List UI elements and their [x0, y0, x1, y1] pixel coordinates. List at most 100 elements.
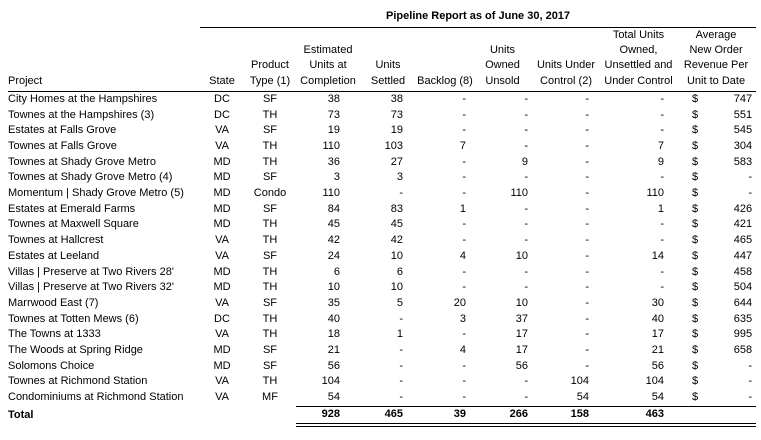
project-name: Condominiums at Richmond Station [8, 391, 184, 404]
estimated-units-value: 84 [327, 202, 340, 215]
pipeline-table: Pipeline Report as of June 30, 2017 Proj… [8, 3, 757, 427]
estimated-units-value: 54 [327, 391, 340, 404]
dollar-sign: $ [692, 344, 699, 357]
revenue-value: 421 [733, 218, 753, 231]
state-value: VA [215, 328, 229, 341]
column-header-units-owned-unsold: Units Owned Unsold [474, 27, 531, 92]
project-name: Solomons Choice [8, 359, 95, 372]
dollar-sign: $ [692, 296, 699, 309]
state-value: DC [214, 108, 230, 121]
table-row: The Woods at Spring Ridge MD SF 21 - 4 1… [8, 343, 756, 359]
project-name: Townes at Shady Grove Metro (4) [8, 171, 173, 184]
column-header-backlog: Backlog (8) [416, 27, 474, 92]
dollar-sign: $ [692, 234, 699, 247]
column-header-units-settled: Units Settled [360, 27, 416, 92]
units-settled-value: - [399, 187, 403, 200]
dollar-sign: $ [692, 108, 699, 121]
backlog-value: - [462, 234, 466, 247]
units-under-control-value: 104 [570, 375, 589, 388]
avg-revenue-cell: $421 [676, 217, 756, 233]
state-value: VA [215, 139, 229, 152]
backlog-value: - [462, 108, 466, 121]
dollar-sign: $ [692, 359, 699, 372]
total-units-value: - [660, 218, 664, 231]
revenue-value: 465 [733, 234, 753, 247]
table-row: Villas | Preserve at Two Rivers 32' MD T… [8, 280, 756, 296]
state-value: MD [213, 218, 231, 231]
project-name: Estates at Emerald Farms [8, 202, 136, 215]
units-under-control-value: - [585, 218, 589, 231]
revenue-value: 658 [733, 344, 753, 357]
avg-revenue-cell: $995 [676, 327, 756, 343]
product-type-value: Condo [253, 187, 287, 200]
dollar-sign: $ [692, 312, 699, 325]
avg-revenue-cell: $583 [676, 155, 756, 171]
backlog-value: 1 [459, 202, 466, 215]
units-owned-unsold-value: 17 [515, 328, 528, 341]
table-body: City Homes at the Hampshires DC SF 38 3 8… [8, 91, 756, 406]
table-header-row: Project State Product Type (1) Estimated… [8, 27, 757, 92]
avg-revenue-cell: $644 [676, 296, 756, 312]
backlog-value: - [462, 155, 466, 168]
revenue-value: 635 [733, 312, 753, 325]
revenue-value: 426 [733, 202, 753, 215]
estimated-units-value: 45 [327, 218, 340, 231]
units-settled-value: 19 [390, 124, 403, 137]
total-state-blank [200, 406, 244, 424]
units-under-control-value: - [585, 124, 589, 137]
total-units-value: 54 [651, 391, 664, 404]
total-units-owned-unsold: 266 [474, 405, 531, 427]
backlog-value: 20 [453, 296, 466, 309]
backlog-value: 3 [459, 312, 466, 325]
backlog-value: - [462, 265, 466, 278]
column-header-product-type: Product Type (1) [244, 27, 296, 92]
project-name: The Towns at 1333 [8, 328, 101, 341]
avg-revenue-cell: $545 [676, 123, 756, 139]
revenue-value: 504 [733, 281, 753, 294]
total-label: Total [8, 408, 34, 421]
project-name: The Woods at Spring Ridge [8, 344, 143, 357]
state-value: VA [215, 234, 229, 247]
units-owned-unsold-value: 9 [521, 155, 528, 168]
estimated-units-value: 6 [333, 265, 340, 278]
total-units-value: 17 [651, 328, 664, 341]
project-name: City Homes at the Hampshires [8, 92, 158, 105]
units-owned-unsold-value: 10 [515, 296, 528, 309]
units-settled-value: - [399, 375, 403, 388]
table-row: Townes at Maxwell Square MD TH 45 45 - -… [8, 217, 756, 233]
state-value: VA [215, 391, 229, 404]
total-units-value: 104 [645, 375, 664, 388]
units-owned-unsold-value: - [524, 281, 528, 294]
units-under-control-value: - [585, 344, 589, 357]
avg-revenue-cell: $ - [676, 170, 756, 186]
units-settled-value: 38 [390, 92, 403, 105]
estimated-units-value: 18 [327, 328, 340, 341]
units-owned-unsold-value: - [524, 171, 528, 184]
units-settled-value: 6 [396, 265, 403, 278]
project-name: Marrwood East (7) [8, 296, 99, 309]
backlog-value: - [462, 391, 466, 404]
dollar-sign: $ [692, 265, 699, 278]
avg-revenue-cell: $ - [676, 186, 756, 202]
estimated-units-value: 3 [333, 171, 340, 184]
product-type-value: TH [262, 265, 278, 278]
dollar-sign: $ [692, 281, 699, 294]
table-row: Townes at Hallcrest VA TH 42 42 - - - - … [8, 233, 756, 249]
project-name: Townes at Falls Grove [8, 139, 117, 152]
units-owned-unsold-value: - [524, 234, 528, 247]
revenue-value: 583 [733, 155, 753, 168]
backlog-value: - [462, 187, 466, 200]
estimated-units-value: 36 [327, 155, 340, 168]
table-row: Townes at Shady Grove Metro (4) MD SF 3 … [8, 170, 756, 186]
product-type-value: SF [262, 171, 278, 184]
units-owned-unsold-value: 17 [515, 344, 528, 357]
table-row: Momentum | Shady Grove Metro (5) MD Cond… [8, 186, 756, 202]
avg-revenue-cell: $426 [676, 202, 756, 218]
units-settled-value: 10 [390, 249, 403, 262]
units-settled-value: 1 [396, 328, 403, 341]
total-units-under-control: 158 [531, 405, 601, 427]
pipeline-report: Pipeline Report as of June 30, 2017 Proj… [8, 3, 757, 427]
product-type-value: TH [262, 375, 278, 388]
total-units-value: 40 [651, 312, 664, 325]
estimated-units-value: 40 [327, 312, 340, 325]
